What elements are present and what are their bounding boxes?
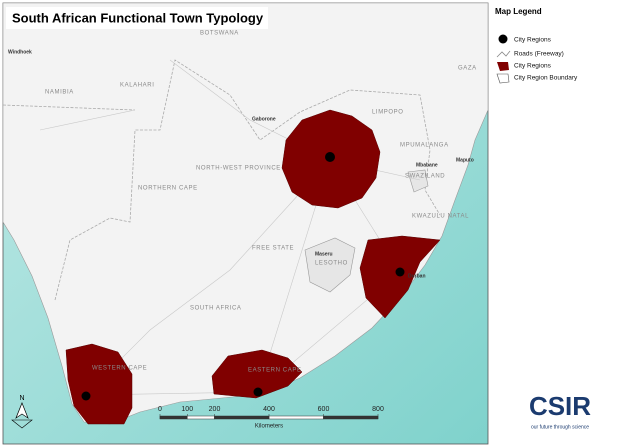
place-label: Maputo	[456, 157, 474, 163]
swaziland	[407, 169, 429, 193]
title-box	[6, 7, 268, 29]
scale-label: 800	[372, 406, 384, 413]
scale-label: 0	[158, 406, 162, 413]
legend-title: Map Legend	[495, 7, 542, 16]
scale-label: 100	[181, 406, 193, 413]
legend-symbol	[498, 34, 508, 44]
place-label: GAZA	[458, 66, 477, 72]
place-label: FREE STATE	[252, 246, 294, 252]
place-label: LIMPOPO	[372, 110, 404, 116]
place-label: NAMIBIA	[45, 90, 74, 96]
place-label: Gaborone	[252, 116, 276, 122]
scale-label: 400	[263, 406, 275, 413]
legend-symbol	[496, 73, 510, 84]
place-label: KALAHARI	[120, 83, 154, 89]
scale-segment	[323, 415, 379, 420]
scale-label: 200	[209, 406, 221, 413]
lesotho	[304, 237, 356, 293]
scale-bar: 0 100 200 400 600 800 Kilometers	[158, 406, 384, 430]
legend-symbol	[497, 62, 509, 71]
place-label: SOUTH AFRICA	[190, 306, 242, 312]
legend-item: City Regions	[514, 37, 552, 44]
place-label: KWAZULU NATAL	[412, 214, 469, 220]
logo: CSIR our future through science	[529, 391, 591, 430]
map-title: South African Functional Town Typology	[12, 10, 264, 25]
scale-unit: Kilometers	[255, 424, 283, 430]
place-label: Durban	[408, 273, 426, 279]
north-arrow: N	[11, 395, 33, 429]
scale-segment	[268, 415, 324, 420]
logo-tagline: our future through science	[531, 424, 589, 430]
legend-item: Roads (Freeway)	[514, 51, 564, 58]
place-label: Windhoek	[8, 49, 32, 55]
legend-symbol	[496, 50, 511, 58]
scale-segment	[159, 415, 188, 420]
scale-segment	[187, 415, 215, 420]
legend-item: City Regions	[514, 63, 552, 70]
place-label: NORTH-WEST PROVINCE	[196, 166, 281, 172]
north-label: N	[19, 395, 24, 402]
place-label: LESOTHO	[315, 261, 348, 267]
scale-segment	[214, 415, 270, 420]
logo-name: CSIR	[529, 391, 591, 421]
scale-label: 600	[318, 406, 330, 413]
place-label: NORTHERN CAPE	[138, 186, 198, 192]
legend-item: City Region Boundary	[514, 75, 578, 82]
place-label: WESTERN CAPE	[92, 366, 147, 372]
place-label: SWAZILAND	[405, 174, 445, 180]
legend: Map Legend City Regions Roads (Freeway) …	[495, 7, 578, 84]
city-dots	[81, 152, 405, 401]
place-label: BOTSWANA	[200, 31, 239, 37]
place-label: Mbabane	[416, 162, 438, 168]
place-label: MPUMALANGA	[400, 143, 449, 149]
map-frame: NAMIBIA BOTSWANA SOUTH AFRICA LESOTHO SW…	[2, 2, 489, 445]
place-label: EASTERN CAPE	[248, 368, 302, 374]
place-labels: NAMIBIA BOTSWANA SOUTH AFRICA LESOTHO SW…	[8, 31, 477, 374]
country-border	[2, 59, 441, 301]
place-label: Maseru	[315, 251, 333, 257]
